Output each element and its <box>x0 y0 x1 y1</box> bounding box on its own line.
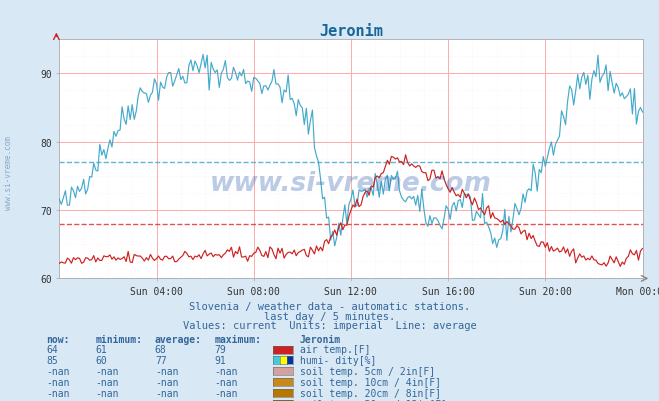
Text: -nan: -nan <box>96 377 119 387</box>
Text: 79: 79 <box>214 344 226 354</box>
Text: soil temp. 30cm / 12in[F]: soil temp. 30cm / 12in[F] <box>300 399 447 401</box>
Text: -nan: -nan <box>155 399 179 401</box>
Text: -nan: -nan <box>46 377 70 387</box>
Text: -nan: -nan <box>155 377 179 387</box>
Text: 60: 60 <box>96 355 107 365</box>
Text: -nan: -nan <box>214 377 238 387</box>
Text: soil temp. 10cm / 4in[F]: soil temp. 10cm / 4in[F] <box>300 377 441 387</box>
Text: Slovenia / weather data - automatic stations.: Slovenia / weather data - automatic stat… <box>189 302 470 312</box>
Text: -nan: -nan <box>96 399 119 401</box>
Text: -nan: -nan <box>214 399 238 401</box>
Text: -nan: -nan <box>155 366 179 376</box>
Text: 68: 68 <box>155 344 167 354</box>
Text: -nan: -nan <box>214 366 238 376</box>
Text: -nan: -nan <box>214 388 238 398</box>
Text: average:: average: <box>155 334 202 344</box>
Text: -nan: -nan <box>155 388 179 398</box>
Text: -nan: -nan <box>46 388 70 398</box>
Text: Jeronim: Jeronim <box>300 334 341 344</box>
Text: last day / 5 minutes.: last day / 5 minutes. <box>264 311 395 321</box>
Text: -nan: -nan <box>46 399 70 401</box>
Text: 85: 85 <box>46 355 58 365</box>
Text: www.si-vreme.com: www.si-vreme.com <box>210 170 492 196</box>
Text: -nan: -nan <box>46 366 70 376</box>
Text: soil temp. 5cm / 2in[F]: soil temp. 5cm / 2in[F] <box>300 366 435 376</box>
Text: 64: 64 <box>46 344 58 354</box>
Text: humi- dity[%]: humi- dity[%] <box>300 355 376 365</box>
Text: -nan: -nan <box>96 388 119 398</box>
Text: maximum:: maximum: <box>214 334 261 344</box>
Text: Values: current  Units: imperial  Line: average: Values: current Units: imperial Line: av… <box>183 320 476 330</box>
Text: air temp.[F]: air temp.[F] <box>300 344 370 354</box>
Text: 61: 61 <box>96 344 107 354</box>
Text: 77: 77 <box>155 355 167 365</box>
Title: Jeronim: Jeronim <box>319 24 383 39</box>
Text: now:: now: <box>46 334 70 344</box>
Text: soil temp. 20cm / 8in[F]: soil temp. 20cm / 8in[F] <box>300 388 441 398</box>
Text: -nan: -nan <box>96 366 119 376</box>
Text: minimum:: minimum: <box>96 334 142 344</box>
Text: www.si-vreme.com: www.si-vreme.com <box>4 136 13 209</box>
Text: 91: 91 <box>214 355 226 365</box>
